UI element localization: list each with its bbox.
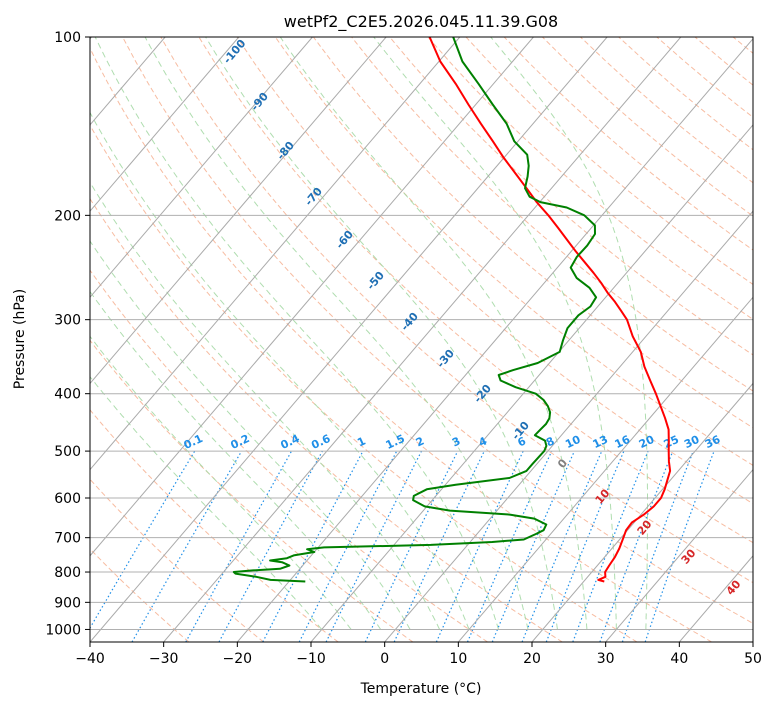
mixing-ratio-label: 30: [682, 433, 702, 451]
moist-adiabats: [90, 37, 648, 630]
y-tick-label: 800: [54, 565, 81, 581]
moist-adiabat-line: [94, 37, 499, 630]
dry-adiabat-line: [160, 37, 753, 584]
isotherm-line: [90, 37, 313, 299]
mixing-ratio-line: [218, 450, 323, 642]
mixing-ratio-line: [545, 450, 625, 642]
x-tick-label: −20: [223, 651, 253, 667]
dry-adiabat-line: [90, 197, 563, 642]
x-axis-title: Temperature (°C): [360, 681, 482, 697]
isotherm-line: [163, 37, 682, 642]
dry-adiabat-line: [236, 37, 753, 505]
mixing-ratio-line: [644, 450, 715, 642]
y-tick-label: 700: [54, 531, 81, 547]
y-tick-label: 100: [54, 30, 81, 46]
y-axis-title: Pressure (hPa): [12, 289, 28, 389]
moist-adiabat-line: [90, 240, 411, 630]
isotherm-line: [90, 37, 534, 557]
moist-adiabat-line: [90, 181, 441, 630]
isotherm-line: [90, 37, 608, 642]
mixing-ratio-line: [185, 450, 293, 642]
x-tick-label: 0: [380, 651, 389, 667]
y-tick-label: 200: [54, 208, 81, 224]
dry-adiabat-line: [274, 37, 753, 466]
x-tick-label: −30: [149, 651, 179, 667]
moist-adiabat-line: [205, 37, 558, 630]
dry-adiabat-line: [90, 269, 488, 642]
moist-adiabat-line: [279, 37, 588, 630]
y-tick-label: 400: [54, 387, 81, 403]
isotherm-line: [531, 382, 753, 642]
mixing-ratio-line: [521, 450, 603, 642]
moist-adiabat-line: [90, 375, 323, 630]
moist-adiabat-line: [373, 37, 617, 630]
x-tick-label: 10: [449, 651, 467, 667]
plot-frame: [89, 36, 754, 643]
dry-adiabat-line: [90, 47, 712, 642]
mixing-ratio-line: [572, 450, 649, 642]
isotherm-line: [310, 124, 753, 642]
mixing-ratio-line: [325, 450, 423, 642]
isotherm-line: [236, 37, 753, 642]
x-tick-label: −10: [296, 651, 326, 667]
pressure-gridlines: [90, 37, 753, 630]
dry-adiabat-line: [90, 478, 264, 642]
chart-title: wetPf2_C2E5.2026.045.11.39.G08: [284, 12, 558, 32]
mixing-ratio-label: 16: [613, 433, 633, 451]
plot-area: -100-90-80-70-60-50-40-30-20-10010203040…: [90, 37, 753, 642]
moist-adiabat-line: [90, 290, 382, 630]
dewpoint-profile: [232, 37, 598, 583]
mixing-ratio-label: 36: [703, 433, 723, 451]
moist-adiabat-line: [144, 37, 529, 630]
moist-adiabat-line: [490, 37, 648, 630]
mixing-ratio-lines: [90, 450, 715, 642]
x-tick-label: 30: [597, 651, 615, 667]
mixing-ratio-label: 20: [637, 433, 657, 451]
y-tick-label: 1000: [45, 622, 81, 638]
mixing-ratio-line: [621, 450, 694, 642]
isotherm-line: [384, 210, 753, 642]
isotherm-line: [605, 468, 753, 642]
mixing-ratio-label: 25: [662, 433, 681, 451]
isotherms: [90, 37, 753, 642]
isotherm-line: [457, 296, 753, 642]
x-axis-ticks: −40 −30 −20 −10 0 10 20 30 40 50: [75, 642, 762, 667]
mixing-ratio-label: 10: [563, 433, 583, 451]
y-tick-label: 300: [54, 313, 81, 329]
mixing-ratio-label: 13: [591, 433, 610, 451]
sounding-profiles: [232, 37, 672, 583]
isotherm-line: [90, 37, 240, 212]
moist-adiabat-line: [90, 111, 470, 630]
y-tick-label: 500: [54, 444, 81, 460]
isotherm-line: [90, 37, 461, 471]
moist-adiabat-line: [90, 335, 352, 630]
y-tick-label: 600: [54, 491, 81, 507]
dry-adiabat-line: [389, 37, 753, 356]
x-tick-label: 50: [744, 651, 762, 667]
isotherm-line: [90, 37, 387, 385]
dry-adiabat-line: [350, 37, 753, 392]
mixing-ratio-line: [599, 450, 674, 642]
dry-adiabat-line: [122, 37, 753, 624]
x-tick-label: 40: [670, 651, 688, 667]
mixing-ratio-line: [466, 450, 553, 642]
y-tick-label: 900: [54, 595, 81, 611]
x-tick-label: −40: [75, 651, 105, 667]
x-tick-label: 20: [523, 651, 541, 667]
dry-adiabat-line: [90, 409, 339, 642]
y-axis-ticks: 100 200 300 400 500 600 700 800 900 1000: [45, 30, 90, 638]
